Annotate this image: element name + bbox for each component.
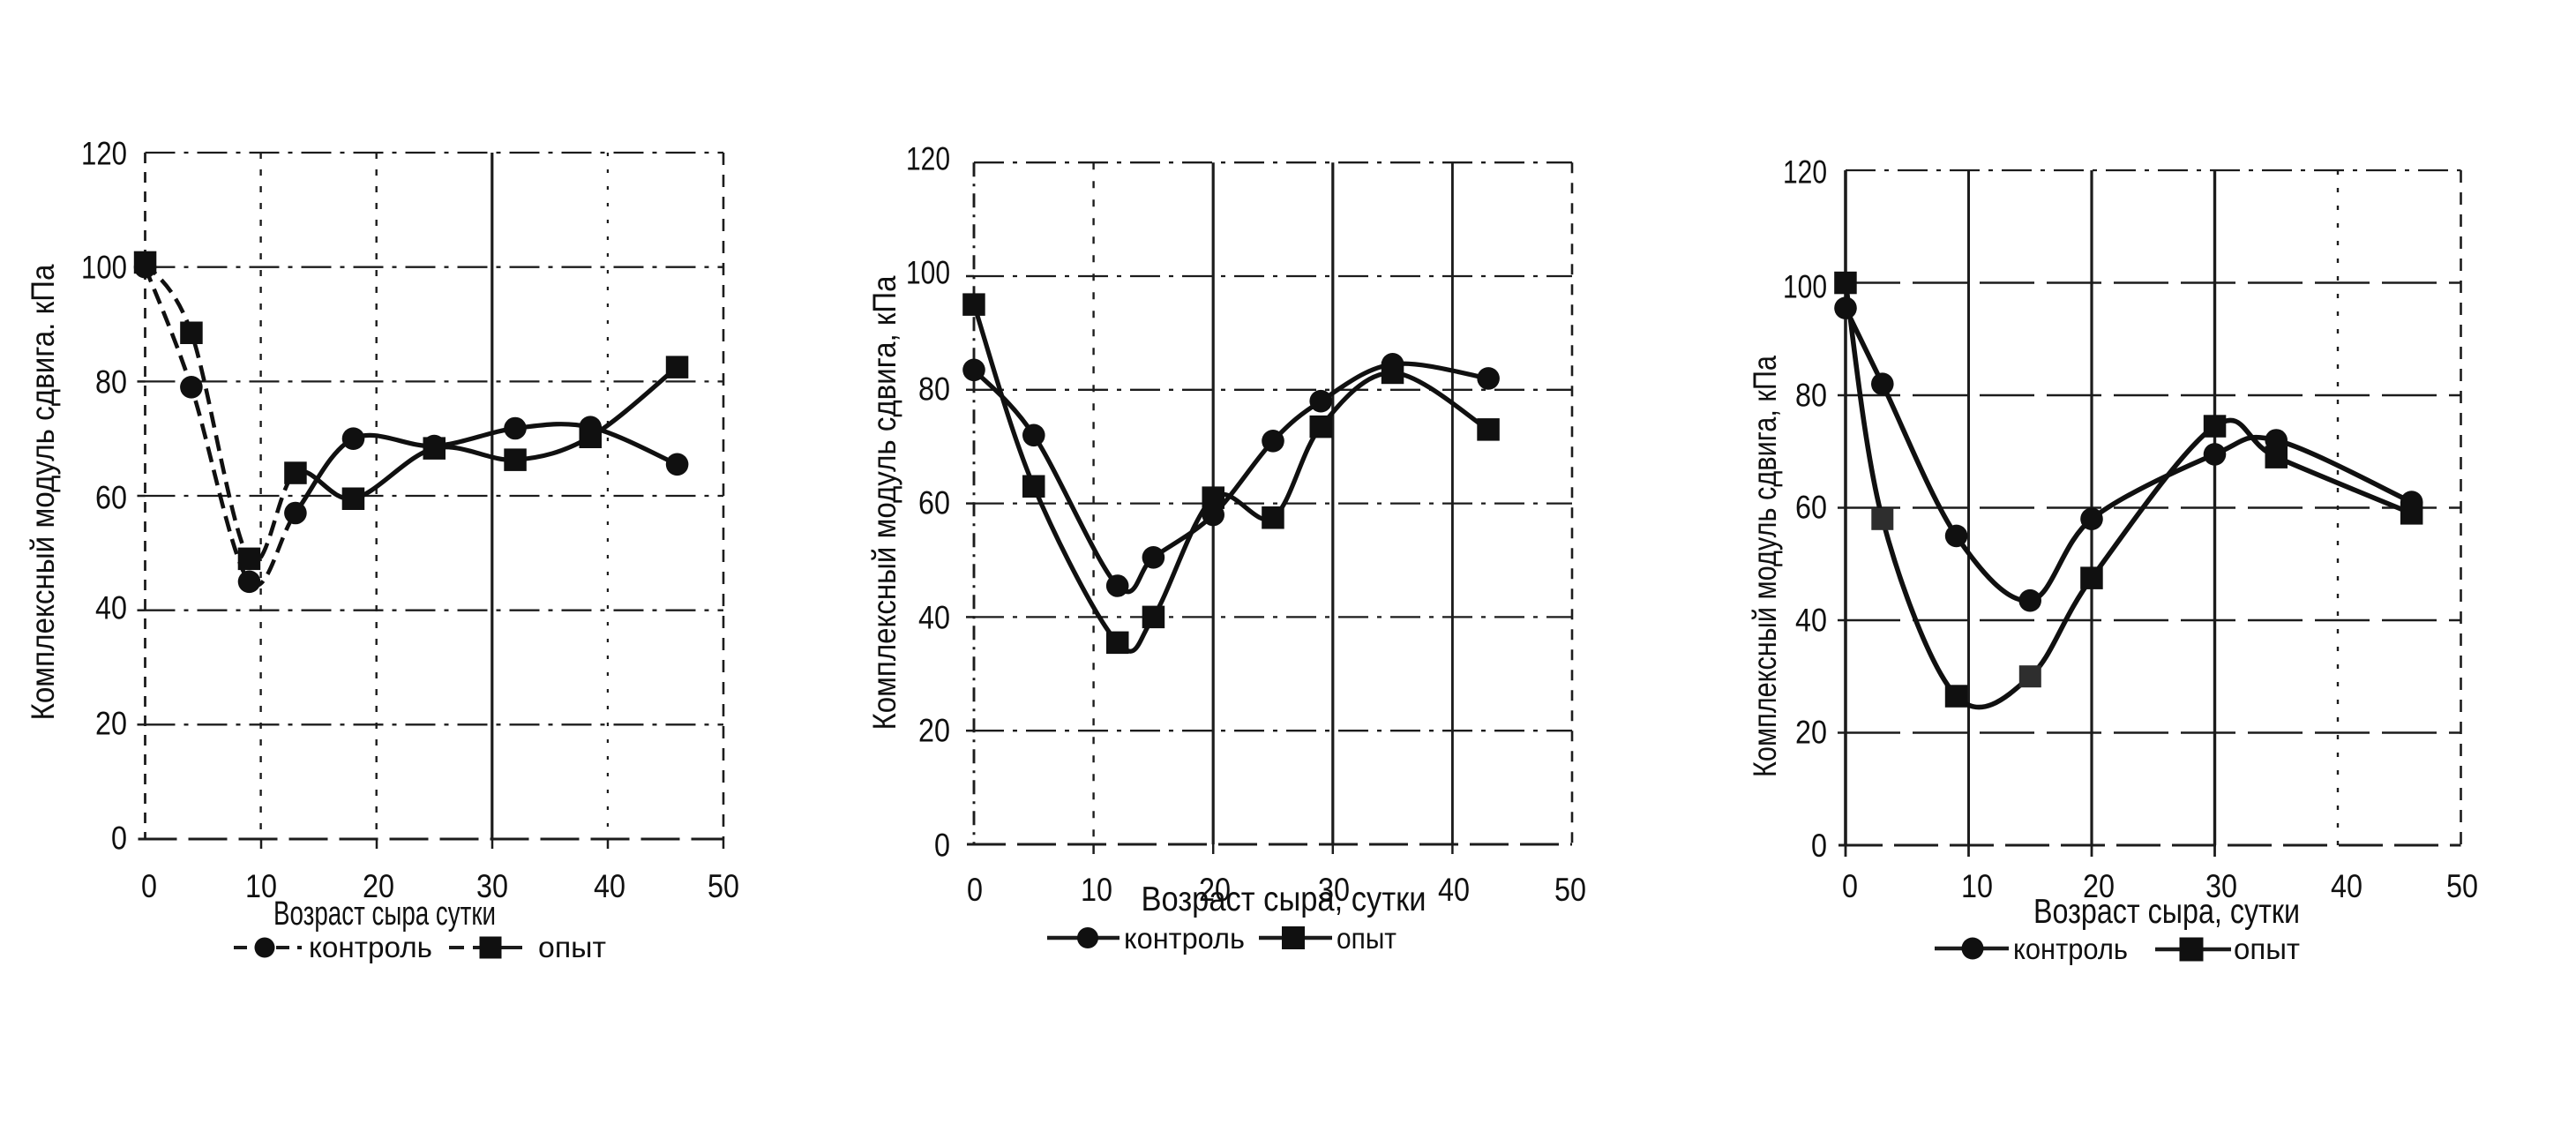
svg-text:80: 80 <box>918 371 950 408</box>
svg-text:50: 50 <box>1554 872 1586 908</box>
svg-text:100: 100 <box>906 255 950 291</box>
svg-text:10: 10 <box>1961 868 1993 904</box>
svg-text:40: 40 <box>594 868 625 904</box>
svg-text:контроль: контроль <box>309 931 432 963</box>
svg-text:Комплексный модуль сдвига, кПа: Комплексный модуль сдвига, кПа <box>866 275 902 730</box>
svg-text:30: 30 <box>2205 868 2237 904</box>
svg-text:20: 20 <box>918 713 950 749</box>
svg-text:10: 10 <box>245 868 277 904</box>
svg-text:120: 120 <box>1783 154 1827 191</box>
svg-text:100: 100 <box>1783 269 1827 305</box>
svg-text:50: 50 <box>708 868 739 904</box>
svg-text:0: 0 <box>141 868 157 904</box>
svg-text:контроль: контроль <box>2013 933 2128 965</box>
svg-text:0: 0 <box>934 828 950 864</box>
svg-text:0: 0 <box>1811 828 1827 864</box>
svg-text:120: 120 <box>81 136 127 172</box>
svg-text:30: 30 <box>1318 872 1350 908</box>
svg-text:Возраст сыра сутки: Возраст сыра сутки <box>273 895 496 933</box>
svg-text:0: 0 <box>1842 868 1858 904</box>
svg-text:Возраст сыра, сутки: Возраст сыра, сутки <box>2033 893 2300 931</box>
svg-text:40: 40 <box>1438 872 1470 908</box>
svg-text:50: 50 <box>2446 868 2478 904</box>
svg-text:10: 10 <box>1081 872 1112 908</box>
svg-text:40: 40 <box>1795 603 1827 639</box>
svg-text:20: 20 <box>1199 872 1231 908</box>
svg-text:0: 0 <box>111 821 127 857</box>
svg-text:60: 60 <box>1795 490 1827 526</box>
svg-text:опыт: опыт <box>1337 922 1397 955</box>
svg-text:Комплексный модуль сдвига, кПа: Комплексный модуль сдвига, кПа <box>1747 356 1783 777</box>
svg-text:20: 20 <box>363 868 394 904</box>
svg-text:30: 30 <box>476 868 508 904</box>
svg-text:120: 120 <box>906 141 950 177</box>
svg-text:40: 40 <box>2331 868 2363 904</box>
svg-text:опыт: опыт <box>538 931 606 963</box>
svg-text:60: 60 <box>95 480 127 516</box>
svg-text:60: 60 <box>918 485 950 521</box>
svg-text:40: 40 <box>95 590 127 626</box>
svg-text:100: 100 <box>81 250 127 286</box>
svg-text:40: 40 <box>918 600 950 636</box>
svg-text:опыт: опыт <box>2234 933 2300 965</box>
svg-text:20: 20 <box>1795 715 1827 751</box>
svg-text:80: 80 <box>95 364 127 401</box>
svg-text:контроль: контроль <box>1124 922 1245 955</box>
svg-text:0: 0 <box>967 872 983 908</box>
svg-text:Возраст сыра, сутки: Возраст сыра, сутки <box>1142 880 1427 918</box>
svg-text:20: 20 <box>95 706 127 742</box>
svg-text:80: 80 <box>1795 378 1827 414</box>
svg-text:20: 20 <box>2083 868 2115 904</box>
svg-text:Комплексный модуль сдвига. кПа: Комплексный модуль сдвига. кПа <box>25 264 61 720</box>
